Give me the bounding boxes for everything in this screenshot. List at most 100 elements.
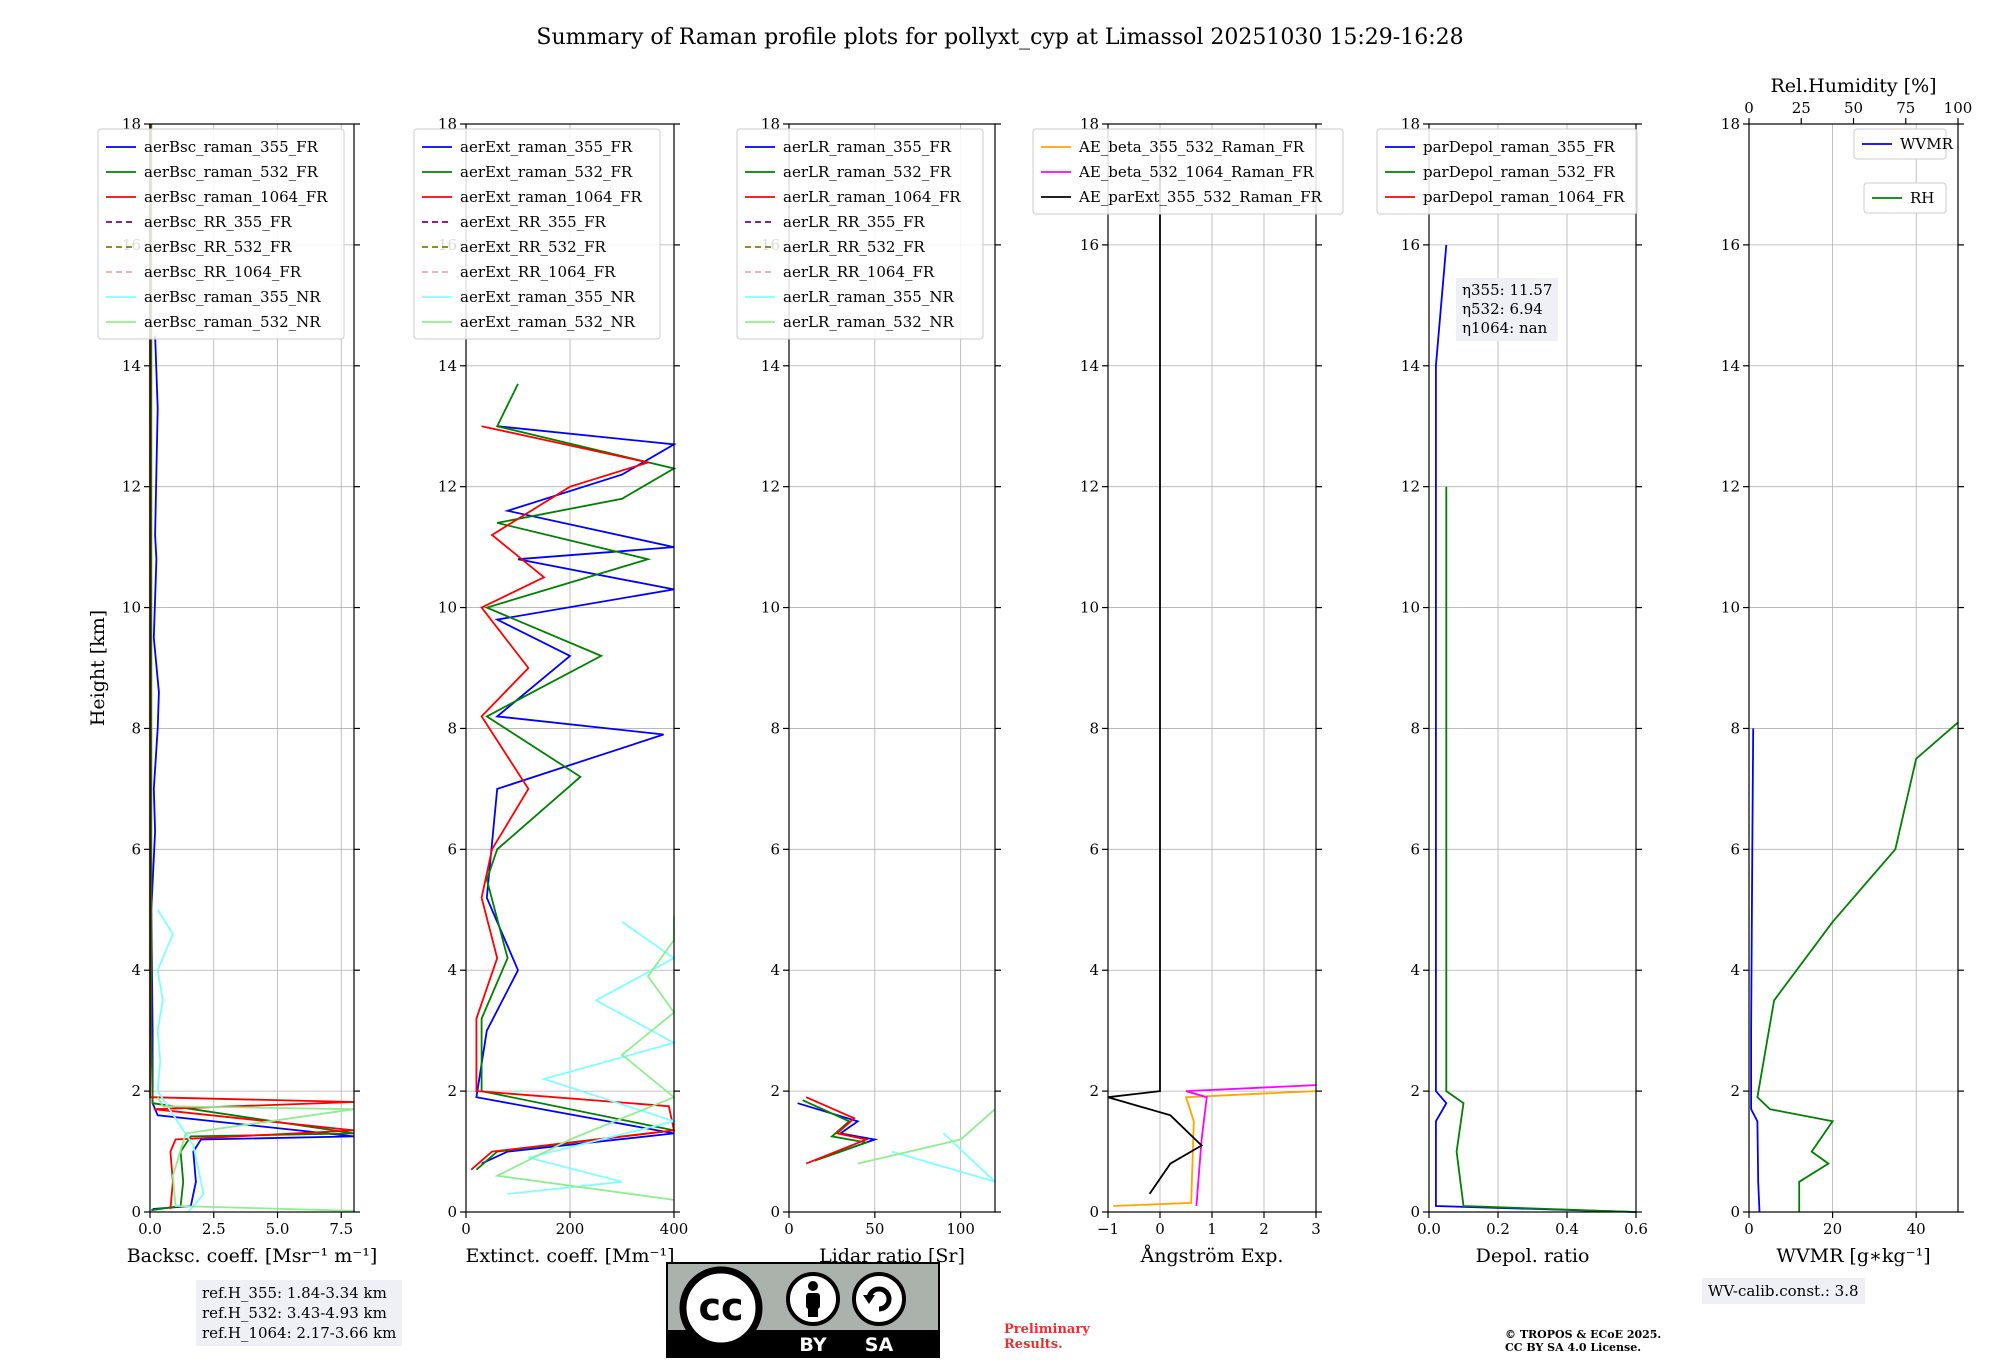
y-tick-label: 6 (1410, 840, 1420, 858)
y-tick-label: 0 (1410, 1203, 1420, 1221)
y-tick-label: 6 (1730, 840, 1740, 858)
x-tick-label: 0.2 (1486, 1220, 1510, 1238)
legend-label: parDepol_raman_1064_FR (1423, 188, 1625, 206)
y-tick-label: 4 (447, 961, 457, 979)
x2-axis-label: Rel.Humidity [%] (1770, 75, 1936, 97)
legend-label: aerExt_raman_355_NR (460, 288, 636, 306)
legend-label: aerLR_RR_355_FR (783, 213, 925, 231)
x-axis-label: Backsc. coeff. [Msr⁻¹ m⁻¹] (127, 1245, 378, 1267)
y-tick-label: 8 (1730, 719, 1740, 737)
y-tick-label: 12 (438, 478, 457, 496)
x-tick-label: 0.0 (1417, 1220, 1441, 1238)
legend-label: aerLR_RR_532_FR (783, 238, 925, 256)
legend: aerExt_raman_355_FR aerExt_raman_532_FRae… (413, 128, 661, 340)
y-tick-label: 12 (122, 478, 141, 496)
legend-label: aerExt_raman_532_FR (460, 163, 633, 181)
series-line-aerLR_raman_1064_FR (805, 1096, 870, 1165)
y-tick-label: 10 (1401, 599, 1420, 617)
x-tick-label: 100 (946, 1220, 975, 1238)
panel-frame (1428, 123, 1637, 1213)
y-tick-label: 2 (447, 1082, 457, 1100)
legend-label: aerBsc_RR_355_FR (144, 213, 292, 231)
x-tick-label: 0 (1744, 1220, 1754, 1238)
x-tick-label: 5.0 (266, 1220, 290, 1238)
legend-label: aerBsc_raman_355_FR (144, 138, 319, 156)
y-tick-label: 6 (447, 840, 457, 858)
panel-frame (1748, 123, 1959, 1213)
x2-tick-label: 0 (1744, 99, 1754, 117)
ref-height-355: ref.H_355: 1.84-3.34 km (202, 1284, 387, 1302)
y-tick-label: 12 (1401, 478, 1420, 496)
y-tick-label: 8 (1410, 719, 1420, 737)
x-tick-label: 0.6 (1624, 1220, 1648, 1238)
legend: WVMR RH (1853, 128, 1954, 214)
panel-series (1435, 244, 1637, 1213)
y-tick-label: 8 (1089, 719, 1099, 737)
panel-frame (149, 123, 355, 1213)
y-tick-label: 12 (1721, 478, 1740, 496)
copyright-line-1: © TROPOS & ECoE 2025. (1505, 1328, 1662, 1341)
panel-frame (788, 123, 996, 1213)
eta-1064: η1064: nan (1462, 319, 1548, 337)
x-tick-label: 40 (1907, 1220, 1926, 1238)
x-axis-label: WVMR [g∗kg⁻¹] (1776, 1245, 1930, 1267)
x-ticks: −1 0 1 2 3 (1097, 1212, 1321, 1238)
preliminary-note: Preliminary Results. (1004, 1322, 1090, 1352)
y-tick-label: 8 (131, 719, 141, 737)
x-tick-label: 400 (660, 1220, 689, 1238)
legend-label: aerBsc_raman_532_FR (144, 163, 319, 181)
y-tick-label: 8 (770, 719, 780, 737)
legend-label: aerLR_raman_355_NR (783, 288, 954, 306)
cc-by-sa-logo: cc BY SA (666, 1262, 940, 1358)
legend-label: parDepol_raman_355_FR (1423, 138, 1616, 156)
panel-2: 0246810121416180200400Extinct. coeff. [M… (413, 115, 689, 1267)
legend: aerBsc_raman_355_FR aerBsc_raman_532_FRae… (97, 128, 345, 340)
y-tick-label: 14 (1721, 357, 1740, 375)
x-axis-label: Lidar ratio [Sr] (819, 1245, 965, 1267)
series-line-aerExt_raman_355_NR (507, 921, 678, 1195)
y-tick-label: 16 (1080, 236, 1099, 254)
x-axis-label: Extinct. coeff. [Mm⁻¹] (465, 1245, 674, 1267)
legend-label: parDepol_raman_532_FR (1423, 163, 1616, 181)
y-tick-label: 4 (1730, 961, 1740, 979)
legend-label: AE_beta_355_532_Raman_FR (1078, 138, 1305, 156)
x-tick-label: 7.5 (329, 1220, 353, 1238)
legend-label: AE_beta_532_1064_Raman_FR (1078, 163, 1314, 181)
legend: parDepol_raman_355_FR parDepol_raman_532_… (1376, 128, 1638, 215)
legend-label: aerBsc_raman_532_NR (144, 313, 321, 331)
series-line-AE_beta_532_1064_Raman_FR (1185, 1084, 1317, 1207)
y-tick-label: 4 (131, 961, 141, 979)
y-tick-label: 6 (770, 840, 780, 858)
figure-title: Summary of Raman profile plots for polly… (536, 25, 1463, 50)
series-line-AE_beta_355_532_Raman_FR (1113, 1090, 1317, 1207)
y-tick-label: 16 (1721, 236, 1740, 254)
series-line-aerBsc_raman_355_NR (156, 909, 205, 1213)
series-line-parDepol_raman_532_FR (1445, 486, 1637, 1213)
legend-label: RH (1910, 189, 1934, 207)
series-line-AE_parExt_355_532_Raman_FR (1107, 154, 1204, 1195)
legend-label: aerExt_raman_355_FR (460, 138, 633, 156)
wv-calib-box: WV-calib.const.: 3.8 (1702, 1278, 1865, 1304)
license-by-label: BY (799, 1334, 826, 1356)
sa-share-icon (852, 1272, 906, 1326)
cc-mark: cc (698, 1285, 743, 1329)
x2-tick-label: 75 (1896, 99, 1915, 117)
legend-label: WVMR (1900, 135, 1954, 153)
panel-series (1107, 154, 1317, 1207)
panel-3: 024681012141618050100Lidar ratio [Sr]aer… (736, 115, 1001, 1267)
legend-label: aerBsc_RR_532_FR (144, 238, 292, 256)
y-tick-label: 10 (761, 599, 780, 617)
wv-calib-text: WV-calib.const.: 3.8 (1708, 1282, 1859, 1300)
y-tick-label: 4 (770, 961, 780, 979)
x-axis-label: Ångström Exp. (1140, 1245, 1284, 1267)
x-tick-label: 2 (1259, 1220, 1269, 1238)
panel-series (470, 383, 678, 1201)
y-tick-label: 14 (761, 357, 780, 375)
legend: aerLR_raman_355_FR aerLR_raman_532_FR aerL… (736, 128, 984, 340)
x-tick-label: 0 (784, 1220, 794, 1238)
legend-box (1376, 128, 1638, 215)
